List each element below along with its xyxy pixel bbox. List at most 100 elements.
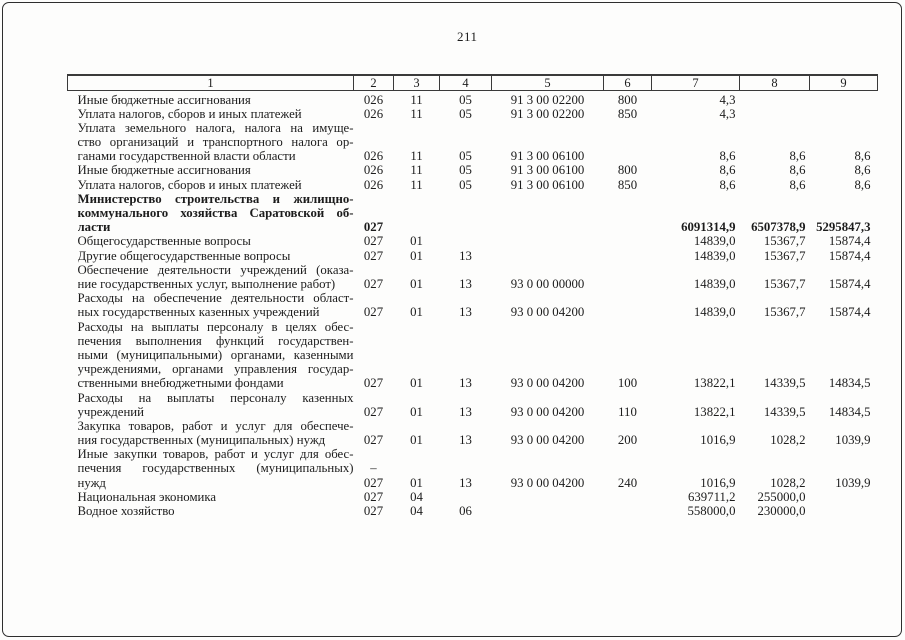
cell-grbs-code: 027 [363,234,384,249]
cell-amount-col8: 15367,7 [763,277,806,292]
cell-section-code: 04 [410,489,423,504]
cell-amount-col9 [810,90,878,107]
cell-amount-col7: 8,6 [719,177,736,192]
table-row: Уплата налогов, сборов и иных платежей 02… [68,107,878,121]
description-line: ство организаций и транспортного налога … [77,135,354,150]
table-row: Водное хозяйство 027 04 06 558000,0 230000,0 [68,504,878,518]
description-line: учреждениями, органами управления госуда… [77,362,354,377]
cell-grbs-code: 026 [363,149,384,164]
cell-subsection-code: 13 [459,433,472,448]
table-header-row: 1 2 3 4 5 6 7 8 9 [67,74,878,91]
cell-subsection-code: 13 [459,404,472,419]
cell-amount-col9 [810,504,878,518]
table-row: Уплата налогов, сборов и иных платежей 02… [68,178,878,192]
description-line: Уплата земельного налога, налога на имущ… [77,120,354,135]
cell-subsection-code [440,192,492,235]
cell-amount-col8: 8,6 [789,163,806,178]
cell-target-article-code: 93 0 00 04200 [510,404,585,419]
cell-amount-col9: 15874,4 [828,234,871,249]
cell-amount-col7: 4,3 [719,92,736,107]
row-description: Иные бюджетные ассигнования [68,90,354,107]
cell-target-article-code: 91 3 00 02200 [510,106,585,121]
description-line: ния государственных (муниципальных) нужд [77,433,326,448]
cell-expense-type-code: 100 [617,376,638,391]
description-line: Другие общегосударственные вопросы [77,248,291,263]
description-line: Национальная экономика [77,489,217,504]
cell-expense-type-code [604,504,652,518]
cell-amount-col9: 8,6 [854,177,871,192]
cell-section-code: 01 [410,404,423,419]
cell-subsection-code: 13 [459,475,472,490]
cell-amount-col8: 6507378,9 [751,220,806,235]
description-line: Расходы на обеспечение деятельности обла… [77,291,354,306]
cell-amount-col9: 14834,5 [828,376,871,391]
table-row: Уплата земельного налога, налога на имущ… [68,121,878,164]
cell-amount-col7: 639711,2 [687,489,736,504]
table-header: 1 2 3 4 5 6 7 8 9 [67,74,878,91]
cell-grbs-code: 027 [363,433,384,448]
cell-expense-type-code [604,121,652,164]
row-description: Расходы на выплаты персоналу казенных учр… [68,391,354,419]
cell-amount-col9: 15874,4 [828,248,871,263]
cell-expense-type-code: 200 [617,433,638,448]
cell-section-code: 01 [410,475,423,490]
table-row: Общегосударственные вопросы 027 01 14839,0 1… [68,234,878,248]
column-header-5: 5 [491,74,604,91]
table-row: Обеспечение деятельности учреждений (ока… [68,263,878,291]
cell-subsection-code: 06 [459,504,472,519]
cell-target-article-code [492,192,604,235]
cell-grbs-code: 027 [363,277,384,292]
cell-subsection-code [440,234,492,248]
table-row: Министерство строительства и жилищно-ком… [68,192,878,235]
cell-target-article-code [492,504,604,518]
row-description: Национальная экономика [68,490,354,504]
description-line: Закупка товаров, работ и услуг для обесп… [77,418,354,433]
cell-amount-col8: 1028,2 [770,433,806,448]
cell-target-article-code: 91 3 00 06100 [510,149,585,164]
cell-expense-type-code: 850 [617,177,638,192]
cell-target-article-code [492,249,604,263]
description-line: Обеспечение деятельности учреждений (ока… [77,262,354,277]
description-line: Расходы на выплаты персоналу казенных [77,390,354,405]
cell-expense-type-code: 800 [617,92,638,107]
cell-amount-col8: 255000,0 [757,489,806,504]
cell-amount-col8: 1028,2 [770,475,806,490]
cell-target-article-code: 91 3 00 06100 [510,163,585,178]
row-description: Уплата земельного налога, налога на имущ… [68,121,354,164]
cell-amount-col9: 5295847,3 [816,220,871,235]
table-row: Закупка товаров, работ и услуг для обесп… [68,419,878,447]
description-line: ственными внебюджетными фондами [77,376,284,391]
row-description: Водное хозяйство [68,504,354,518]
cell-amount-col7: 13822,1 [693,404,736,419]
cell-section-code: 01 [410,234,423,249]
cell-amount-col7: 14839,0 [693,248,736,263]
cell-section-code [394,192,440,235]
cell-expense-type-code [604,263,652,291]
table-row: Другие общегосударственные вопросы 027 01 1… [68,249,878,263]
cell-subsection-code: 05 [459,177,472,192]
column-header-9: 9 [809,74,878,91]
cell-grbs-code: 026 [363,106,384,121]
cell-expense-type-code [604,249,652,263]
row-description: Обеспечение деятельности учреждений (ока… [68,263,354,291]
cell-target-article-code: 93 0 00 04200 [510,376,585,391]
cell-subsection-code: 13 [459,305,472,320]
cell-target-article-code: 93 0 00 00000 [510,277,585,292]
cell-target-article-code: 93 0 00 04200 [510,305,585,320]
cell-target-article-code: 93 0 00 04200 [510,433,585,448]
cell-section-code: 01 [410,248,423,263]
row-description: Иные закупки товаров, работ и услуг для … [68,447,354,490]
column-header-8: 8 [739,74,810,91]
cell-grbs-code: 027 [363,404,384,419]
cell-amount-col7: 14839,0 [693,305,736,320]
cell-subsection-code [440,490,492,504]
cell-grbs-code: 026 [363,163,384,178]
column-header-6: 6 [603,74,652,91]
cell-subsection-code: 05 [459,92,472,107]
table-row: Расходы на выплаты персоналу в целях обе… [68,320,878,391]
cell-amount-col9 [810,107,878,121]
cell-expense-type-code: 800 [617,163,638,178]
table-row: Национальная экономика 027 04 639711,2 25500… [68,490,878,504]
row-description: Министерство строительства и жилищно-ком… [68,192,354,235]
table-row: Расходы на обеспечение деятельности обла… [68,291,878,319]
